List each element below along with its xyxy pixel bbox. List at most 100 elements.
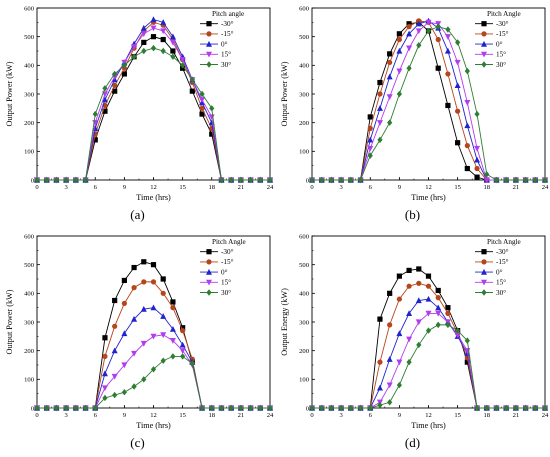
data-point bbox=[376, 105, 383, 111]
data-point bbox=[474, 156, 481, 163]
data-point bbox=[406, 21, 412, 27]
data-point bbox=[415, 28, 422, 35]
y-axis-label: Output Power (kW) bbox=[280, 61, 289, 126]
data-point bbox=[455, 39, 461, 46]
data-point bbox=[160, 313, 167, 319]
y-tick-label: 100 bbox=[299, 149, 310, 156]
panel-label-a: (a) bbox=[130, 207, 145, 222]
panel-d: 0 3 6 9 12 15 18 21 24 0 100 200 300 400 500 600 Time (h… bbox=[275, 228, 550, 456]
data-point bbox=[435, 310, 442, 317]
y-tick-label: 600 bbox=[24, 233, 35, 240]
data-point bbox=[386, 382, 393, 389]
data-point bbox=[396, 36, 402, 43]
data-point bbox=[141, 47, 147, 55]
series-line bbox=[37, 355, 270, 409]
data-point bbox=[435, 295, 441, 301]
data-point bbox=[179, 57, 186, 63]
data-point bbox=[387, 51, 393, 57]
data-point bbox=[170, 305, 176, 311]
data-point bbox=[425, 273, 432, 279]
data-point bbox=[435, 36, 441, 43]
x-tick-label: 24 bbox=[267, 184, 274, 191]
data-point bbox=[228, 404, 234, 412]
y-tick-label: 200 bbox=[299, 348, 310, 355]
data-point bbox=[247, 404, 254, 412]
x-tick-label: 3 bbox=[64, 184, 68, 191]
data-point bbox=[396, 381, 402, 389]
y-tick-label: 500 bbox=[299, 262, 310, 269]
data-point bbox=[415, 319, 422, 326]
data-point bbox=[406, 267, 412, 273]
data-point bbox=[445, 310, 451, 316]
legend-swatch-marker bbox=[481, 61, 487, 68]
legend-entry: -30° bbox=[221, 20, 234, 28]
x-tick-label: 0 bbox=[310, 184, 314, 191]
data-point bbox=[542, 404, 548, 412]
data-point bbox=[150, 304, 157, 311]
plot-frame bbox=[36, 235, 271, 409]
x-tick-label: 24 bbox=[267, 412, 274, 419]
legend-swatch-marker bbox=[481, 289, 487, 296]
x-tick-label: 6 bbox=[94, 412, 98, 419]
data-point bbox=[150, 25, 157, 32]
data-point bbox=[169, 39, 176, 46]
data-point bbox=[140, 31, 147, 37]
series-line bbox=[312, 21, 545, 181]
legend-swatch-marker bbox=[206, 51, 212, 58]
data-point bbox=[367, 136, 374, 143]
data-point bbox=[112, 391, 118, 399]
data-point bbox=[121, 362, 128, 369]
data-point bbox=[121, 389, 127, 396]
y-tick-label: 0 bbox=[31, 405, 35, 412]
data-point bbox=[199, 111, 205, 117]
x-axis-label: Time (hrs) bbox=[136, 421, 171, 430]
data-point bbox=[464, 143, 470, 149]
data-point bbox=[63, 404, 69, 412]
data-point bbox=[82, 176, 89, 184]
legend-title: Pitch Angle bbox=[487, 10, 521, 18]
x-tick-label: 21 bbox=[513, 184, 520, 191]
data-point bbox=[377, 316, 383, 322]
data-point bbox=[406, 283, 412, 289]
data-point bbox=[34, 404, 40, 412]
data-point bbox=[238, 404, 244, 412]
series-line bbox=[312, 268, 545, 409]
data-point bbox=[377, 79, 383, 86]
data-point bbox=[474, 145, 481, 152]
legend-entry: 30° bbox=[221, 61, 231, 69]
data-point bbox=[209, 404, 215, 412]
data-point bbox=[102, 108, 108, 114]
legend-swatch-marker bbox=[206, 61, 212, 68]
series-markers bbox=[34, 44, 273, 184]
series-markers bbox=[309, 321, 548, 412]
data-point bbox=[455, 327, 461, 334]
legend-entry: 0° bbox=[496, 268, 503, 276]
data-point bbox=[483, 177, 490, 184]
data-point bbox=[445, 102, 451, 109]
data-point bbox=[376, 384, 383, 391]
legend-swatch-marker bbox=[206, 289, 212, 296]
series-markers bbox=[309, 18, 548, 183]
data-point bbox=[396, 330, 403, 337]
y-axis-label: Output Power (kW) bbox=[5, 61, 14, 126]
data-point bbox=[484, 171, 490, 178]
x-axis-label: Time (hrs) bbox=[136, 193, 171, 202]
data-point bbox=[386, 356, 393, 362]
data-point bbox=[141, 376, 147, 383]
data-point bbox=[160, 276, 166, 282]
series-line bbox=[312, 282, 545, 409]
data-point bbox=[141, 259, 147, 265]
data-point bbox=[218, 404, 225, 412]
series-markers bbox=[309, 310, 548, 412]
data-point bbox=[416, 280, 422, 286]
data-point bbox=[140, 305, 147, 312]
data-point bbox=[92, 137, 98, 143]
legend-entry: -15° bbox=[221, 30, 234, 38]
data-point bbox=[484, 404, 490, 412]
data-point bbox=[387, 59, 393, 66]
data-point bbox=[444, 34, 451, 40]
data-point bbox=[160, 28, 167, 35]
y-tick-label: 200 bbox=[299, 120, 310, 127]
data-point bbox=[454, 82, 461, 88]
data-point bbox=[396, 273, 402, 279]
